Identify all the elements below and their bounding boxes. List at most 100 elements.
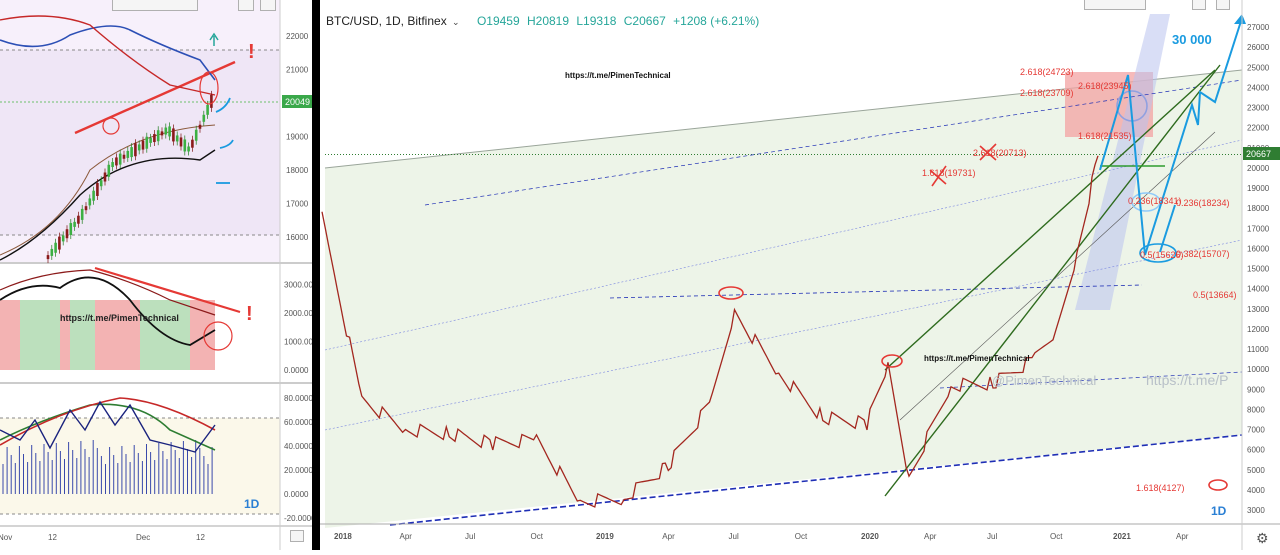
trend-line-dashed-3	[609, 284, 1143, 299]
panel-divider	[312, 0, 320, 550]
left-candle-body-11	[88, 198, 92, 206]
rsi-tick-4: 0.0000	[284, 490, 309, 499]
main-watermark-2: https://t.me/PimenTechnical	[924, 354, 1030, 363]
price-series-line	[321, 155, 1099, 508]
main-chart-layer: 2.618(24723) 2.618(23945) 2.618(23709) 1.61…	[321, 14, 1246, 528]
left-price-tick-0: 22000	[286, 32, 309, 41]
left-candle-body-7	[73, 221, 76, 227]
left-price-tick-3: 19000	[286, 133, 309, 142]
flow-line-red	[0, 269, 216, 316]
left-candle-body-25	[141, 140, 145, 150]
left-circle-1	[102, 117, 120, 135]
left-price-tick-6: 16000	[286, 233, 309, 242]
fib-level-label-2: 2.618(23709)	[1020, 88, 1074, 98]
fib-level-label-11: 1.618(4127)	[1136, 483, 1185, 493]
low-2020-circle	[1208, 479, 1228, 491]
left-ma-brown	[0, 124, 216, 256]
left-candle-body-21	[126, 150, 130, 158]
left-chart-layer	[0, 15, 241, 494]
main-toolbar-button-2[interactable]	[1192, 0, 1206, 10]
flow-tick-1: 2000.000	[284, 309, 312, 318]
ohlc-change: +1208 (+6.21%)	[673, 14, 760, 28]
left-settings-button[interactable]	[290, 530, 304, 542]
left-candle-body-39	[194, 129, 198, 141]
fib-level-label-7: 0.236(18234)	[1176, 198, 1230, 208]
left-candle-body-33	[172, 128, 175, 142]
left-candle-body-8	[77, 215, 80, 224]
left-candle-body-40	[198, 124, 202, 129]
left-candle-body-30	[160, 131, 164, 136]
left-x-tick-0: Nov	[0, 533, 12, 542]
ohlc-open: O19459	[476, 14, 520, 28]
flow-circle	[203, 321, 233, 351]
left-resistance-trend-line	[74, 60, 236, 135]
exclamation-mark-2: !	[246, 303, 253, 325]
left-chart-panel: 220002100020000190001800017000160003000.…	[0, 0, 318, 550]
main-x-tick-6: Jul	[729, 532, 739, 541]
main-x-tick-7: Oct	[795, 532, 808, 541]
left-candle-body-43	[210, 94, 213, 108]
top-2019-circle	[718, 286, 744, 300]
main-y-tick-12: 15000	[1247, 265, 1270, 274]
main-y-tick-22: 5000	[1247, 466, 1265, 475]
main-x-tick-8: 2020	[861, 532, 879, 541]
left-candle-body-32	[168, 126, 171, 137]
chevron-down-icon[interactable]: ⌄	[452, 17, 460, 27]
main-watermark-1: https://t.me/PimenTechnical	[565, 71, 671, 80]
left-price-tag-bg	[282, 95, 312, 108]
flow-band-2	[60, 300, 70, 370]
main-x-tick-5: Apr	[662, 532, 675, 541]
main-price-tag: 20667	[1246, 149, 1271, 159]
main-y-tick-5: 22000	[1247, 124, 1270, 133]
main-y-tick-18: 9000	[1247, 385, 1265, 394]
left-candle-body-34	[175, 135, 179, 142]
left-candle-body-35	[179, 137, 183, 147]
flow-line-black	[0, 276, 216, 346]
left-ma-black	[0, 149, 216, 261]
left-blue-hook-1	[215, 97, 231, 113]
left-candle-body-41	[202, 114, 206, 122]
left-candle-body-27	[149, 137, 152, 143]
main-watermark-3: @PimenTechnical	[992, 373, 1096, 388]
left-candle-body-24	[137, 144, 141, 151]
left-ma-red	[0, 15, 216, 96]
left-candle-body-2	[54, 242, 57, 253]
left-tick-labels: 220002100020000190001800017000160003000.…	[0, 32, 318, 542]
main-toolbar-button-1[interactable]	[1084, 0, 1146, 10]
left-price-tick-1: 21000	[286, 66, 309, 75]
left-candle-body-3	[58, 236, 61, 250]
main-y-tick-2: 25000	[1247, 63, 1270, 72]
fib-level-label-1: 2.618(23945)	[1078, 81, 1132, 91]
main-y-tick-8: 19000	[1247, 184, 1270, 193]
channel-background	[325, 70, 1242, 528]
fib-level-label-4: 2.618(20713)	[973, 148, 1027, 158]
main-y-tick-0: 27000	[1247, 23, 1270, 32]
main-y-tick-9: 18000	[1247, 204, 1270, 213]
fib-level-label-9: 0.382(15707)	[1176, 249, 1230, 259]
main-y-tick-20: 7000	[1247, 426, 1265, 435]
left-toolbar-button-2[interactable]	[238, 0, 254, 11]
rsi-line-blue	[0, 400, 216, 453]
main-toolbar-button-3[interactable]	[1216, 0, 1230, 10]
left-candle-body-15	[103, 172, 107, 182]
left-toolbar-button-1[interactable]	[112, 0, 198, 11]
left-toolbar-button-3[interactable]	[260, 0, 276, 11]
fib-level-label-6: 0.236(18341)	[1128, 196, 1182, 206]
gear-icon[interactable]: ⚙	[1256, 530, 1269, 546]
left-candle-body-12	[92, 190, 95, 201]
left-candle-body-26	[145, 136, 149, 149]
fib-level-label-0: 2.618(24723)	[1020, 67, 1074, 77]
left-candle-body-16	[107, 164, 111, 177]
main-chart-svg[interactable]: 2.618(24723) 2.618(23945) 2.618(23709) 1.61…	[320, 0, 1280, 550]
ohlc-close: C20667	[623, 14, 666, 28]
symbol-name[interactable]: BTC/USD, 1D, Bitfinex	[326, 14, 447, 28]
symbol-header[interactable]: BTC/USD, 1D, Bitfinex ⌄ O19459 H20819 L1…	[326, 14, 759, 28]
main-x-tick-11: Oct	[1050, 532, 1063, 541]
trend-line-dashed-5	[939, 371, 1243, 389]
main-y-tick-24: 3000	[1247, 506, 1265, 515]
target-arrow-head	[1234, 14, 1246, 24]
trend-line-solid-1	[389, 434, 1243, 526]
left-chart-svg[interactable]: 220002100020000190001800017000160003000.…	[0, 0, 318, 550]
left-candle-body-4	[61, 235, 65, 242]
trend-line-dashed-1	[424, 79, 1243, 206]
